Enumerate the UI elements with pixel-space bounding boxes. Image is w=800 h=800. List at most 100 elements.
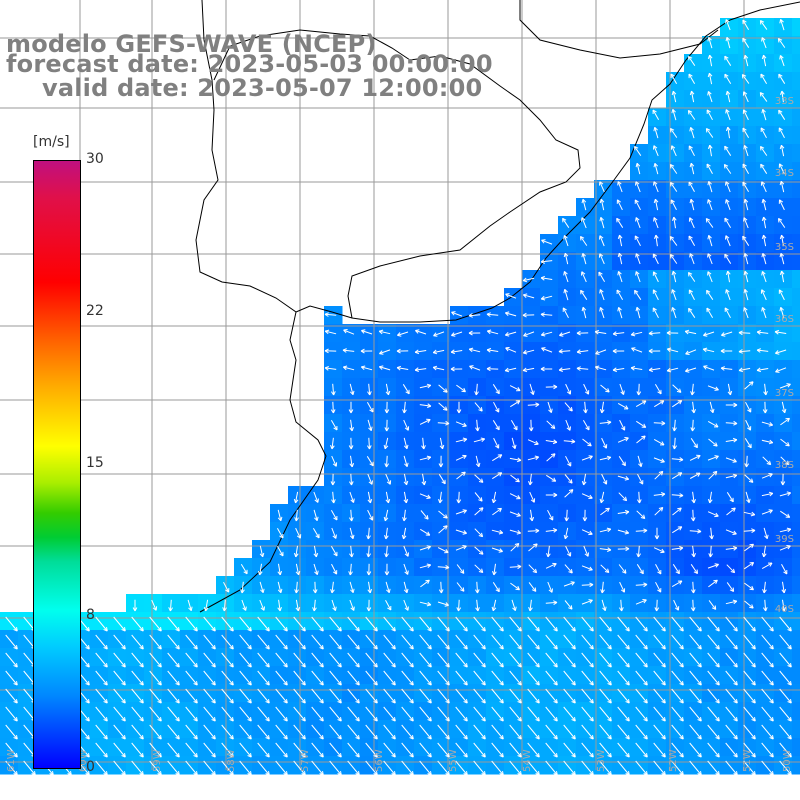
wind-vector-arrow xyxy=(491,599,497,612)
wind-vector-arrow xyxy=(95,688,108,704)
wind-vector-arrow xyxy=(419,418,431,425)
longitude-label: 50W xyxy=(782,749,793,772)
wind-vector-arrow xyxy=(383,670,396,686)
wind-vector-arrow xyxy=(384,401,390,414)
wind-vector-arrow xyxy=(581,652,594,668)
wind-vector-arrow xyxy=(275,724,288,740)
wind-vector-arrow xyxy=(330,581,335,594)
wind-vector-arrow xyxy=(564,489,574,498)
wind-vector-arrow xyxy=(456,582,465,592)
border-brazil-north xyxy=(519,0,719,59)
wind-vector-arrow xyxy=(486,329,499,335)
wind-vector-arrow xyxy=(365,706,378,722)
wind-vector-arrow xyxy=(510,474,520,483)
wind-vector-arrow xyxy=(527,706,540,722)
wind-vector-arrow xyxy=(563,527,569,540)
wind-vector-arrow xyxy=(149,634,162,650)
wind-vector-arrow xyxy=(348,509,354,522)
wind-vector-arrow xyxy=(456,401,462,414)
wind-vector-arrow xyxy=(600,384,610,393)
wind-vector-arrow xyxy=(149,688,162,704)
wind-vector-arrow xyxy=(545,384,558,390)
wind-vector-arrow xyxy=(185,724,198,740)
wind-vector-arrow xyxy=(401,527,407,540)
wind-vector-arrow xyxy=(293,688,306,704)
wind-vector-arrow xyxy=(23,760,36,776)
wind-vector-arrow xyxy=(403,545,409,557)
wind-vector-arrow xyxy=(419,688,432,704)
wind-vector-arrow xyxy=(511,599,517,611)
wind-vector-arrow xyxy=(599,307,605,319)
wind-vector-arrow xyxy=(475,455,481,468)
wind-vector-arrow xyxy=(581,760,594,776)
wind-vector-arrow xyxy=(348,563,353,576)
wind-vector-arrow xyxy=(509,634,522,650)
wind-vector-arrow xyxy=(275,634,288,650)
wind-vector-arrow xyxy=(599,742,612,758)
wind-vector-arrow xyxy=(331,455,338,467)
wind-vector-arrow xyxy=(419,563,432,569)
wind-vector-arrow xyxy=(545,600,558,606)
wind-vector-arrow xyxy=(505,293,517,299)
wind-vector-arrow xyxy=(527,634,540,650)
wind-vector-arrow xyxy=(583,401,588,414)
wind-vector-arrow xyxy=(456,599,462,612)
wind-vector-arrow xyxy=(5,634,18,650)
wind-vector-arrow xyxy=(349,527,355,540)
wind-vector-arrow xyxy=(564,402,573,412)
wind-vector-arrow xyxy=(437,706,450,722)
wind-vector-arrow xyxy=(342,365,355,371)
wind-vector-arrow xyxy=(599,688,612,704)
colorbar-tick-label: 22 xyxy=(86,303,104,319)
wind-vector-arrow xyxy=(510,419,518,431)
wind-vector-arrow xyxy=(509,616,522,632)
wind-vector-arrow xyxy=(509,724,522,740)
wind-vector-arrow xyxy=(582,419,590,431)
wind-vector-arrow xyxy=(185,634,198,650)
wind-vector-arrow xyxy=(547,509,554,521)
wind-vector-arrow xyxy=(383,634,396,650)
wind-vector-arrow xyxy=(329,652,342,668)
wind-vector-arrow xyxy=(468,313,481,318)
wind-vector-arrow xyxy=(347,760,360,776)
wind-vector-arrow xyxy=(468,347,481,353)
wind-vector-arrow xyxy=(5,760,18,776)
wind-vector-arrow xyxy=(509,670,522,686)
wind-vector-arrow xyxy=(5,724,18,740)
wind-vector-arrow xyxy=(313,491,319,503)
wind-vector-arrow xyxy=(385,599,392,611)
wind-speed-cell xyxy=(792,90,800,109)
wind-vector-arrow xyxy=(419,760,432,776)
wind-speed-cell xyxy=(792,702,800,721)
wind-vector-arrow xyxy=(600,507,610,516)
wind-vector-arrow xyxy=(348,437,354,450)
wind-vector-arrow xyxy=(239,616,252,632)
wind-vector-arrow xyxy=(293,616,306,632)
wind-vector-arrow xyxy=(562,217,570,228)
wind-vector-arrow xyxy=(403,563,409,575)
wind-vector-arrow xyxy=(419,706,432,722)
wind-vector-arrow xyxy=(113,724,126,740)
wind-vector-arrow xyxy=(365,670,378,686)
wind-vector-arrow xyxy=(509,706,522,722)
wind-vector-arrow xyxy=(559,331,571,337)
valid-date: valid date: 2023-05-07 12:00:00 xyxy=(42,74,483,102)
wind-vector-arrow xyxy=(167,652,180,668)
wind-vector-arrow xyxy=(546,474,557,482)
wind-vector-arrow xyxy=(420,528,431,536)
wind-vector-arrow xyxy=(527,652,540,668)
wind-vector-arrow xyxy=(504,311,517,317)
wind-vector-arrow xyxy=(367,509,374,521)
wind-vector-arrow xyxy=(581,670,594,686)
wind-vector-arrow xyxy=(367,419,373,432)
wind-vector-arrow xyxy=(456,471,466,480)
wind-vector-arrow xyxy=(149,760,162,776)
wind-speed-cell xyxy=(792,54,800,73)
wind-vector-arrow xyxy=(367,473,373,485)
wind-vector-arrow xyxy=(599,401,605,414)
colorbar-tick-label: 8 xyxy=(86,607,95,623)
wind-vector-arrow xyxy=(131,760,144,776)
wind-vector-arrow xyxy=(510,400,521,408)
wind-vector-arrow xyxy=(365,724,378,740)
wind-vector-arrow xyxy=(187,599,193,612)
